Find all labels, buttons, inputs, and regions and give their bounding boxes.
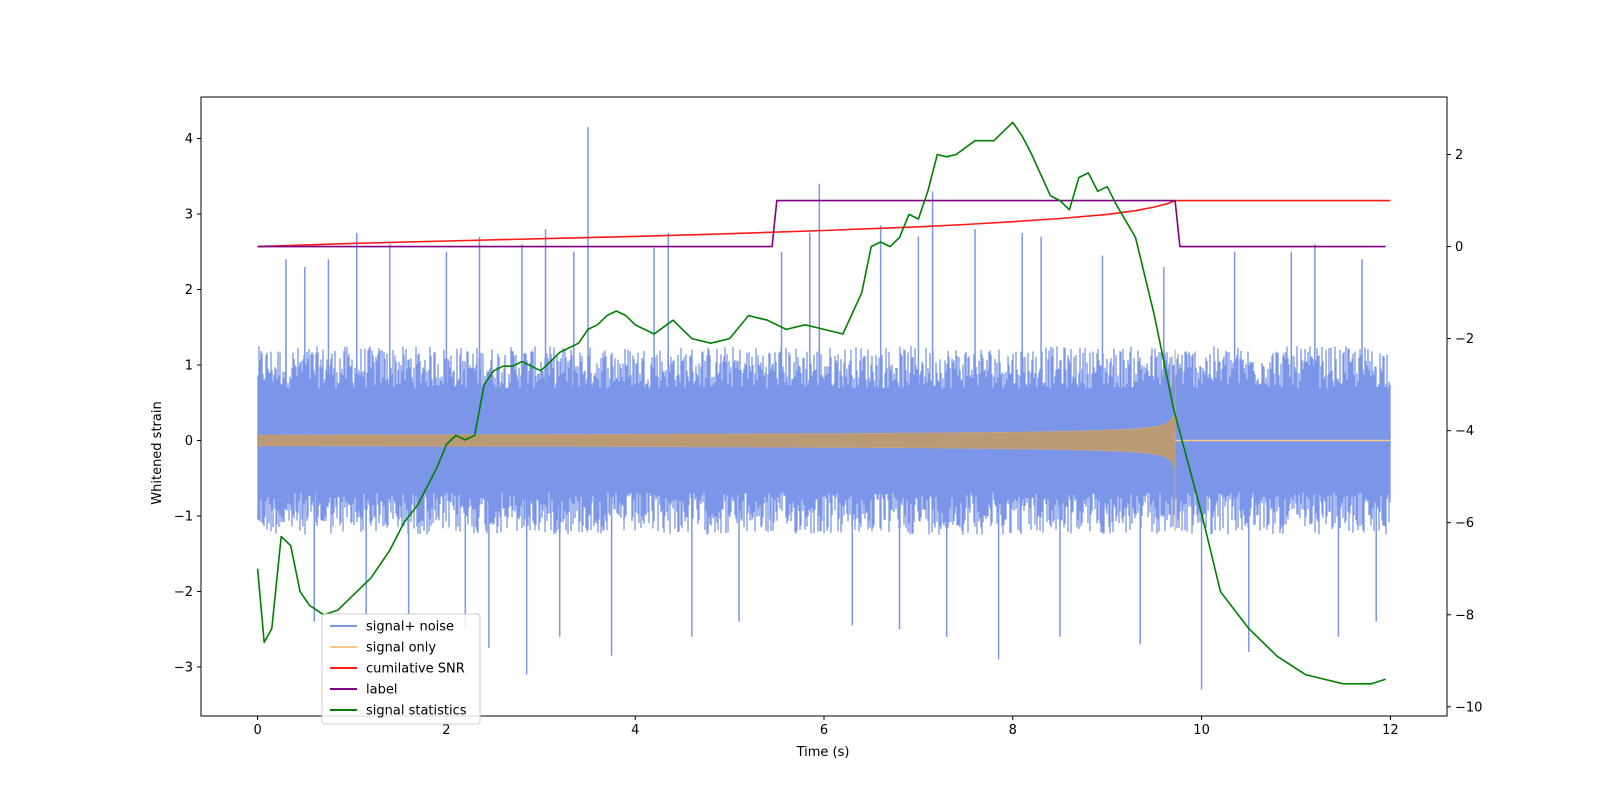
y-tick-label-1: 1 xyxy=(185,358,193,373)
y2-tick-label--4: −4 xyxy=(1455,424,1474,439)
y2-tick-label--10: −10 xyxy=(1455,700,1482,715)
legend-label-signal-only: signal only xyxy=(366,641,436,656)
y-tick-label--1: −1 xyxy=(174,509,193,524)
x-tick-label-2: 2 xyxy=(442,723,450,738)
line-label xyxy=(257,199,1386,248)
y2-axis-ticks: −10 −8 −6 −4 −2 0 2 xyxy=(1447,148,1482,715)
y-axis-ticks: −3 −2 −1 0 1 2 3 4 xyxy=(174,132,201,675)
y-tick-label-3: 3 xyxy=(185,208,193,223)
y2-tick-label-2: 2 xyxy=(1455,148,1463,163)
legend: signal+ noise signal only cumilative SNR… xyxy=(321,613,481,725)
y2-tick-label--2: −2 xyxy=(1455,332,1474,347)
y2-tick-label--6: −6 xyxy=(1455,516,1474,531)
y-tick-label--2: −2 xyxy=(174,585,193,600)
x-axis-label: Time (s) xyxy=(796,745,850,760)
y2-tick-label-0: 0 xyxy=(1455,240,1463,255)
x-axis-ticks: 0 2 4 6 8 10 12 xyxy=(253,716,1399,738)
line-cumulative-snr xyxy=(257,199,1391,248)
y-tick-label--3: −3 xyxy=(174,660,193,675)
legend-label-cumulative-snr: cumilative SNR xyxy=(366,662,465,677)
x-tick-label-4: 4 xyxy=(631,723,639,738)
x-tick-label-6: 6 xyxy=(820,723,828,738)
x-tick-label-8: 8 xyxy=(1009,723,1017,738)
x-tick-label-10: 10 xyxy=(1193,723,1210,738)
y-tick-label-0: 0 xyxy=(185,434,193,449)
y-axis-label: Whitened strain xyxy=(150,401,165,504)
signal-envelope xyxy=(257,349,1176,532)
plot-area xyxy=(256,121,1391,690)
legend-label-signal-statistics: signal statistics xyxy=(366,704,467,719)
series-lines xyxy=(256,121,1391,685)
x-tick-label-0: 0 xyxy=(253,723,261,738)
y-tick-label-2: 2 xyxy=(185,283,193,298)
series-signal-only xyxy=(257,349,1391,532)
legend-box xyxy=(321,613,481,725)
x-tick-label-12: 12 xyxy=(1382,723,1399,738)
series-signal-noise xyxy=(257,127,1391,690)
legend-label-signal-noise: signal+ noise xyxy=(366,620,454,635)
line-signal-statistics xyxy=(256,121,1386,685)
legend-label-label: label xyxy=(366,683,397,698)
y2-tick-label--8: −8 xyxy=(1455,608,1474,623)
y-tick-label-4: 4 xyxy=(185,132,193,147)
